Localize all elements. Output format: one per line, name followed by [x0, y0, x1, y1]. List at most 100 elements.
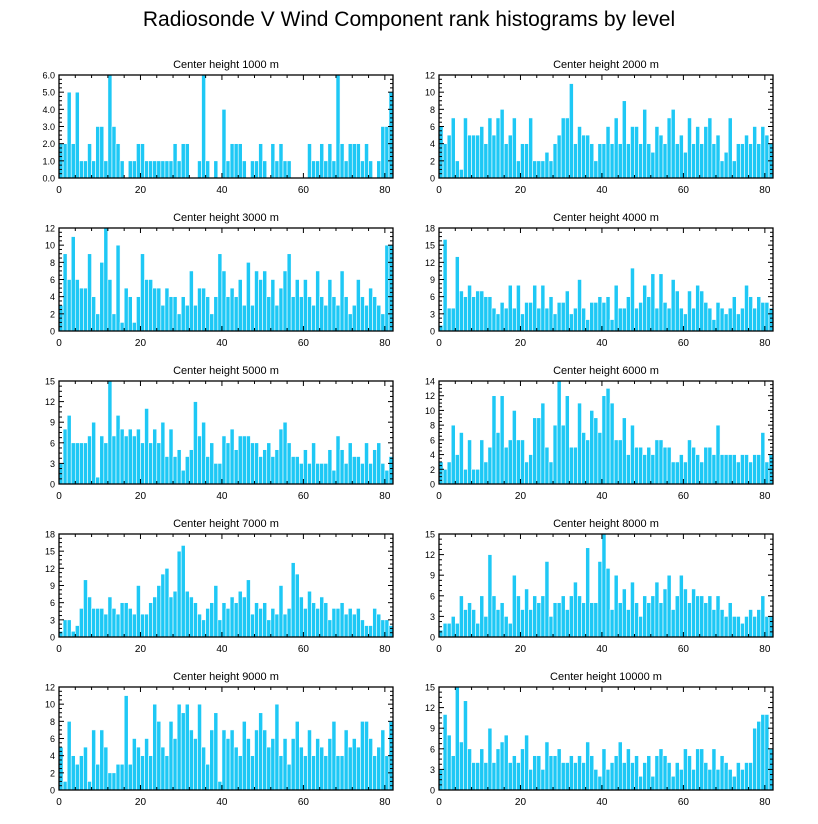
histogram-bar: [638, 143, 643, 179]
histogram-bar: [654, 581, 660, 638]
histogram-bar: [176, 449, 182, 485]
histogram-bar: [540, 595, 546, 638]
histogram-bar: [319, 596, 325, 638]
histogram-bar: [99, 729, 105, 791]
histogram-bar: [674, 290, 680, 332]
y-tick-label: 8: [50, 258, 55, 268]
histogram-bar: [111, 126, 117, 179]
histogram-bar: [152, 428, 158, 485]
histogram-bar: [585, 741, 591, 791]
histogram-bar: [719, 609, 725, 638]
histogram-bar: [356, 456, 361, 485]
histogram-bar: [711, 319, 717, 332]
histogram-bar: [384, 244, 390, 332]
histogram-bar: [70, 630, 76, 638]
histogram-bar: [601, 748, 607, 791]
histogram-bar: [601, 395, 607, 485]
panel-title: Center height 2000 m: [553, 59, 659, 71]
y-tick-label: 5.0: [42, 88, 55, 98]
histogram-bar: [327, 143, 333, 179]
histogram-bar: [233, 143, 239, 179]
histogram-bar: [91, 608, 96, 638]
histogram-bar: [613, 574, 619, 638]
histogram-bar: [209, 729, 215, 791]
histogram-bar: [331, 608, 337, 638]
histogram-bar: [467, 748, 472, 791]
histogram-bar: [99, 608, 105, 638]
histogram-bar: [254, 270, 259, 332]
histogram-bar: [246, 579, 251, 638]
histogram-bar: [569, 83, 574, 179]
histogram-bar: [642, 109, 648, 179]
histogram-bar: [107, 74, 113, 179]
histogram-bar: [290, 562, 296, 638]
histogram-bar: [540, 769, 546, 791]
histogram-bar: [229, 287, 235, 332]
histogram-bar: [356, 608, 361, 638]
histogram-bar: [577, 279, 582, 332]
histogram-bar: [323, 602, 329, 638]
y-tick-label: 0: [430, 327, 435, 337]
histogram-bar: [107, 279, 113, 332]
histogram-bar: [376, 160, 382, 179]
histogram-bar: [95, 476, 101, 485]
histogram-bar: [512, 755, 517, 791]
histogram-bar: [278, 143, 284, 179]
histogram-bar: [160, 304, 166, 332]
histogram-bar: [467, 284, 472, 332]
x-tick-label: 40: [216, 644, 228, 655]
histogram-bar: [368, 625, 373, 638]
histogram-bar: [540, 160, 546, 179]
x-tick-label: 40: [596, 491, 608, 502]
histogram-bar: [756, 721, 762, 791]
histogram-bar: [536, 160, 542, 179]
x-tick-label: 80: [379, 491, 391, 502]
histogram-bar: [569, 595, 574, 638]
histogram-bar: [119, 160, 125, 179]
histogram-bar: [626, 609, 631, 638]
histogram-bar: [471, 134, 476, 179]
histogram-bar: [479, 126, 485, 179]
histogram-bar: [727, 602, 733, 638]
histogram-bar: [356, 746, 361, 791]
histogram-bar: [168, 428, 174, 485]
histogram-bar: [564, 609, 570, 638]
histogram-bar: [548, 296, 554, 332]
histogram-bar: [152, 160, 158, 179]
histogram-bar: [95, 313, 101, 332]
histogram-bar: [384, 126, 390, 179]
histogram-bar: [148, 755, 153, 791]
y-tick-label: 8: [430, 105, 435, 115]
histogram-bar: [634, 446, 639, 485]
histogram-bar: [626, 296, 631, 332]
histogram-bar: [483, 461, 489, 485]
histogram-bar: [294, 721, 300, 791]
histogram-bar: [642, 762, 648, 791]
histogram-bar: [617, 741, 623, 791]
histogram-bar: [679, 307, 684, 332]
histogram-bar: [307, 143, 312, 179]
histogram-bar: [213, 712, 219, 791]
histogram-bar: [528, 769, 533, 791]
histogram-bar: [662, 755, 668, 791]
x-tick-label: 80: [379, 644, 391, 655]
histogram-bar: [221, 729, 227, 791]
histogram-bar: [626, 748, 631, 791]
histogram-bar: [241, 596, 247, 638]
histogram-bar: [621, 417, 627, 485]
histogram-bar: [752, 126, 758, 179]
histogram-bar: [707, 769, 713, 791]
histogram-bar: [736, 461, 741, 485]
y-tick-label: 1.0: [42, 156, 55, 166]
histogram-bar: [360, 721, 365, 791]
histogram-bar: [573, 581, 578, 638]
histogram-bar: [764, 714, 770, 791]
histogram-bar: [99, 435, 105, 485]
histogram-bar: [748, 609, 753, 638]
histogram-bar: [62, 781, 68, 791]
histogram-bar: [221, 435, 227, 485]
histogram-bar: [127, 608, 133, 638]
histogram-bar: [66, 721, 72, 791]
y-tick-label: 3: [430, 765, 435, 775]
histogram-bar: [454, 256, 460, 332]
